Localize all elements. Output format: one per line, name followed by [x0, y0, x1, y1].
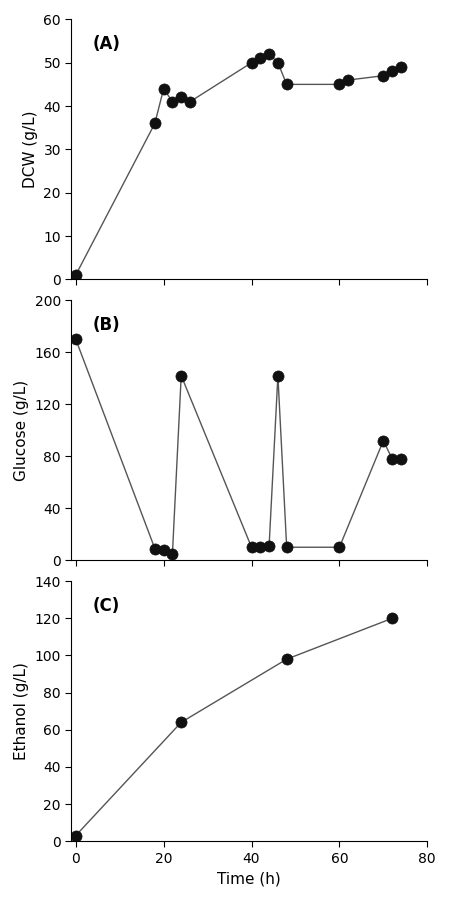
Y-axis label: DCW (g/L): DCW (g/L) — [23, 111, 38, 188]
Text: (C): (C) — [93, 597, 120, 615]
X-axis label: Time (h): Time (h) — [217, 871, 281, 886]
Text: (A): (A) — [93, 35, 121, 53]
Text: (B): (B) — [93, 316, 120, 334]
Y-axis label: Glucose (g/L): Glucose (g/L) — [14, 380, 29, 481]
Y-axis label: Ethanol (g/L): Ethanol (g/L) — [14, 662, 29, 760]
